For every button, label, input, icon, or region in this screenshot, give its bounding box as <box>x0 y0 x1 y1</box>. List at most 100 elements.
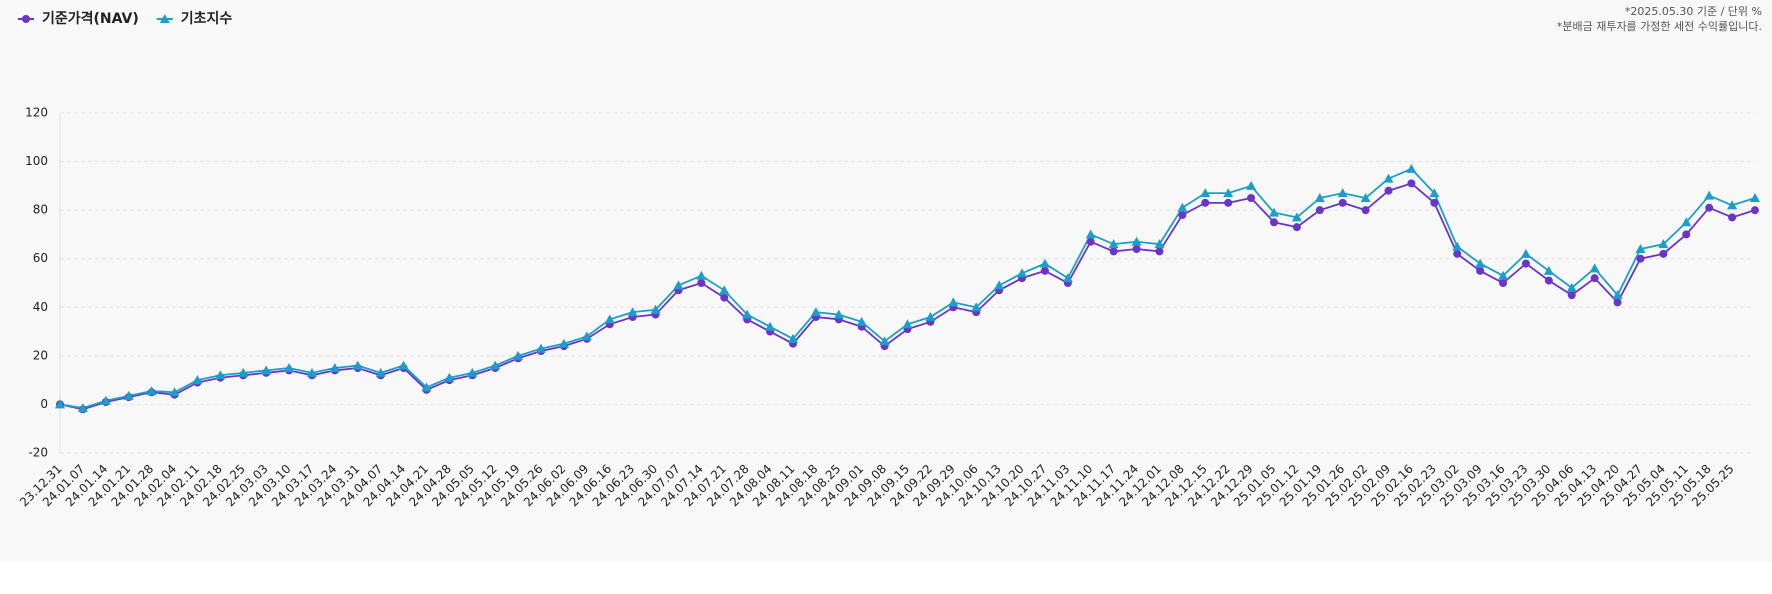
marker <box>1590 274 1599 283</box>
y-tick-label: 60 <box>33 251 48 265</box>
marker <box>1681 217 1692 227</box>
marker <box>238 367 249 377</box>
marker <box>1315 206 1324 215</box>
marker <box>1521 259 1530 268</box>
marker <box>925 312 936 321</box>
marker <box>902 319 913 329</box>
marker <box>375 367 386 377</box>
marker <box>558 338 569 348</box>
marker <box>169 387 180 397</box>
marker <box>1155 247 1164 256</box>
marker <box>1384 186 1393 195</box>
legend-marker <box>159 14 170 23</box>
marker <box>1567 291 1576 300</box>
marker <box>673 280 684 290</box>
y-tick-label: 40 <box>33 300 48 314</box>
marker <box>719 285 730 295</box>
marker <box>1154 239 1165 249</box>
chart-background <box>0 0 1772 562</box>
marker <box>1223 188 1234 198</box>
marker <box>490 360 501 370</box>
marker <box>581 331 592 341</box>
marker <box>1109 247 1118 256</box>
y-tick-label: 0 <box>40 397 48 411</box>
marker <box>1062 273 1073 283</box>
marker <box>971 302 982 312</box>
marker <box>742 309 753 319</box>
marker <box>1543 265 1554 275</box>
marker <box>444 372 455 382</box>
marker <box>627 307 638 317</box>
marker <box>1200 188 1211 198</box>
marker <box>100 395 111 405</box>
marker <box>1383 173 1394 183</box>
marker <box>1728 213 1737 222</box>
marker <box>146 386 157 396</box>
marker <box>1269 218 1278 227</box>
marker <box>215 370 226 380</box>
marker <box>1337 188 1348 198</box>
marker <box>1613 298 1622 307</box>
marker <box>856 316 867 326</box>
marker <box>306 367 317 377</box>
marker <box>833 309 844 319</box>
marker <box>513 350 524 360</box>
marker <box>1430 198 1439 207</box>
marker <box>77 403 88 413</box>
marker <box>1499 279 1508 287</box>
marker <box>329 363 340 372</box>
marker <box>810 307 821 317</box>
marker <box>123 390 134 400</box>
note: *분배금 재투자를 가정한 세전 수익률입니다. <box>1557 20 1762 33</box>
marker <box>1658 239 1669 249</box>
y-tick-label: 20 <box>33 348 48 362</box>
marker <box>1039 258 1050 268</box>
marker <box>1314 193 1325 202</box>
marker <box>1566 282 1577 292</box>
marker <box>1612 290 1623 300</box>
marker <box>1705 203 1714 212</box>
marker <box>421 382 432 392</box>
marker <box>1338 198 1347 207</box>
marker <box>467 367 478 377</box>
marker <box>536 343 547 353</box>
y-tick-label: 120 <box>25 106 48 120</box>
marker <box>1452 241 1463 251</box>
marker <box>1246 180 1257 190</box>
marker <box>994 280 1005 290</box>
marker <box>650 304 661 314</box>
marker <box>1407 179 1416 188</box>
y-tick-label: -20 <box>28 446 48 460</box>
y-tick-label: 100 <box>25 154 48 168</box>
marker <box>879 336 890 346</box>
marker <box>1086 237 1095 246</box>
marker <box>1085 229 1096 239</box>
marker <box>1636 254 1645 263</box>
marker <box>261 365 272 375</box>
marker <box>1291 212 1302 222</box>
marker <box>948 297 959 307</box>
marker <box>1589 263 1600 273</box>
marker <box>1108 239 1119 249</box>
marker <box>1224 198 1233 207</box>
marker <box>55 399 65 409</box>
marker <box>284 363 295 372</box>
marker <box>1201 198 1210 207</box>
marker <box>1659 249 1668 258</box>
marker <box>1131 236 1142 246</box>
legend-marker <box>22 15 30 23</box>
marker <box>1544 276 1553 285</box>
marker <box>1268 207 1279 217</box>
marker <box>1132 245 1141 253</box>
legend-label: 기초지수 <box>181 11 233 27</box>
marker <box>696 270 707 280</box>
legend-label: 기준가격(NAV) <box>42 10 139 27</box>
marker <box>1498 270 1509 280</box>
marker <box>1704 190 1715 200</box>
marker <box>1178 211 1187 219</box>
marker <box>1292 223 1301 232</box>
marker <box>697 279 706 287</box>
marker <box>192 375 203 385</box>
note: *2025.05.30 기준 / 단위 % <box>1625 5 1762 18</box>
